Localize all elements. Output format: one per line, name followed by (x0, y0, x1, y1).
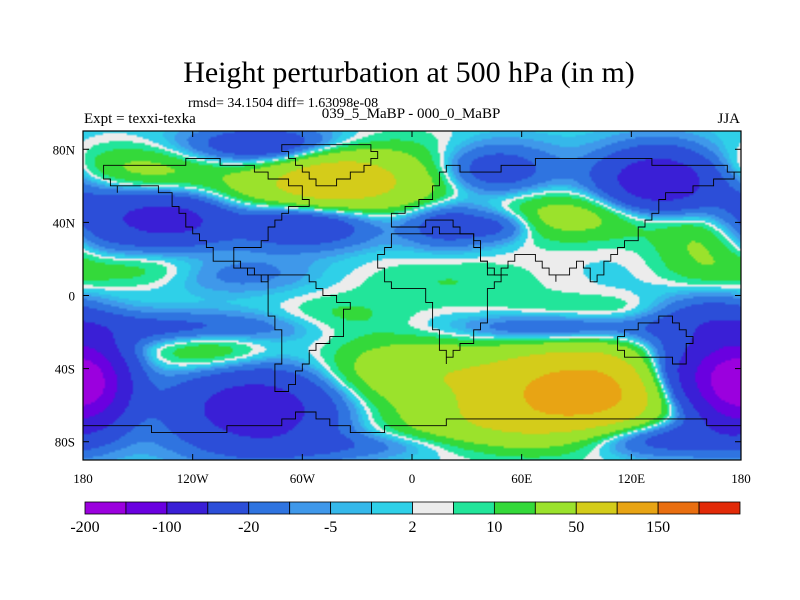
y-tick-label: 40S (55, 362, 75, 377)
colorbar-swatch (84, 501, 127, 515)
y-tick-label: 80S (55, 435, 75, 450)
height-field (83, 131, 741, 460)
colorbar-swatch (207, 501, 250, 515)
x-tick-label: 180 (731, 471, 751, 486)
colorbar-swatch (125, 501, 168, 515)
experiment-label: Expt = texxi-texka (84, 111, 196, 127)
colorbar-label: 10 (486, 519, 502, 536)
continent-outline (281, 144, 379, 187)
x-tick-label: 60E (511, 471, 532, 486)
colorbar-swatch (616, 501, 659, 515)
colorbar-swatch (330, 501, 372, 515)
x-tick-label: 60W (290, 471, 316, 486)
colorbar-swatch (493, 501, 536, 515)
y-tick-label: 0 (69, 289, 76, 304)
continent-outline (390, 157, 741, 283)
x-tick-label: 180 (73, 471, 93, 486)
run-label: 039_5_MaBP - 000_0_MaBP (322, 106, 501, 122)
chart-subtitle: rmsd= 34.1504 diff= 1.63098e-08 (188, 96, 378, 111)
colorbar-label: -100 (152, 519, 181, 536)
colorbar-swatch (289, 501, 332, 515)
colorbar-swatch (248, 501, 291, 515)
colorbar-label: 50 (568, 519, 584, 536)
x-tick-label: 120E (618, 471, 646, 486)
colorbar-swatch (534, 501, 577, 515)
colorbar-label: -5 (324, 519, 337, 536)
colorbar-label: 2 (409, 519, 417, 536)
colorbar-swatch (698, 501, 741, 515)
colorbar-swatch (166, 501, 209, 515)
coastlines (83, 144, 741, 460)
colorbar-swatch (371, 501, 413, 515)
y-tick-label: 80N (53, 142, 76, 157)
continent-outline (103, 157, 310, 283)
x-axis: 180 120W 60W 0 60E 120E 180 (73, 131, 751, 486)
season-label: JJA (717, 111, 740, 127)
colorbar-label: -200 (70, 519, 99, 536)
colorbar-swatch (575, 501, 618, 515)
y-tick-label: 40N (53, 215, 76, 230)
colorbar-swatch (412, 501, 454, 515)
continent-outline (617, 315, 694, 365)
x-tick-label: 0 (409, 471, 416, 486)
y-axis: 80N 40N 0 40S 80S (53, 142, 741, 450)
plot-area (82, 130, 742, 461)
chart-title: Height perturbation at 500 hPa (in m) (183, 56, 635, 89)
colorbar-swatch (657, 501, 700, 515)
colorbar-swatch (453, 501, 495, 515)
continent-outline (377, 226, 508, 364)
continent-outline (83, 411, 741, 460)
colorbar-label: -20 (238, 519, 259, 536)
colorbar-label: 150 (646, 519, 670, 536)
x-tick-label: 120W (177, 471, 210, 486)
continent-outline (267, 274, 351, 392)
colorbar: -200 -100 -20 -5 2 10 50 150 (70, 501, 741, 536)
